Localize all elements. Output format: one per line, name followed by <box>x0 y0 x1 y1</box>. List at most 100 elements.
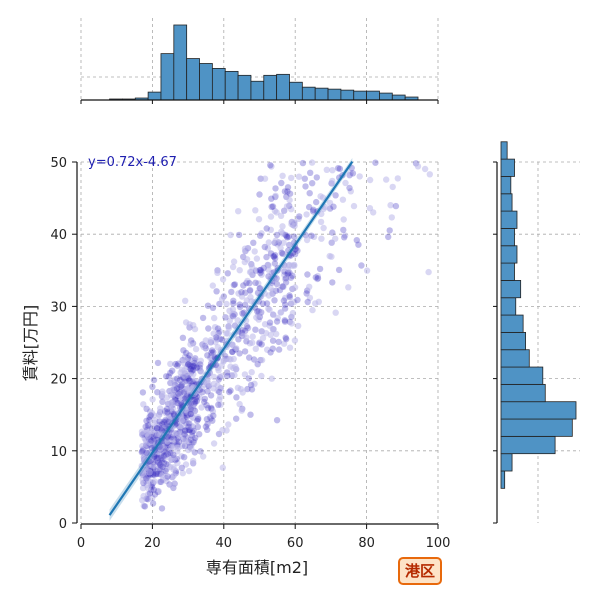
scatter-point <box>214 387 221 394</box>
scatter-point <box>256 285 263 292</box>
scatter-point <box>178 417 185 424</box>
scatter-point <box>158 454 165 461</box>
scatter-point <box>195 415 202 422</box>
scatter-point <box>168 454 176 462</box>
hist-y-bar <box>500 349 530 368</box>
scatter-point <box>143 405 150 412</box>
scatter-point <box>202 337 209 344</box>
scatter-point <box>329 229 336 236</box>
scatter-point <box>185 360 192 368</box>
scatter-point <box>150 486 157 493</box>
scatter-point <box>228 288 235 296</box>
scatter-point <box>194 417 201 424</box>
scatter-point <box>281 188 289 195</box>
scatter-point <box>278 179 285 187</box>
scatter-point <box>163 465 170 472</box>
scatter-point <box>263 300 271 307</box>
scatter-point <box>201 398 208 406</box>
scatter-point <box>178 464 185 471</box>
scatter-point <box>219 276 227 283</box>
scatter-point <box>157 445 164 452</box>
scatter-point <box>170 430 177 437</box>
scatter-point <box>314 275 321 283</box>
scatter-point <box>156 418 163 425</box>
scatter-point <box>251 248 258 255</box>
hist-x-bar <box>250 80 265 101</box>
scatter-point <box>280 283 287 290</box>
scatter-point <box>246 280 253 287</box>
scatter-point <box>140 502 147 510</box>
scatter-point <box>183 413 191 421</box>
scatter-point <box>303 290 310 297</box>
scatter-point <box>189 414 197 421</box>
y-axis-label: 賃料[万円] <box>21 305 40 382</box>
scatter-point <box>158 505 166 512</box>
scatter-point <box>313 198 320 206</box>
scatter-point <box>152 417 159 424</box>
scatter-point <box>224 330 231 337</box>
scatter-point <box>329 177 336 185</box>
scatter-point <box>302 183 309 190</box>
scatter-point <box>145 432 152 440</box>
scatter-point <box>271 297 278 304</box>
scatter-point <box>278 249 285 256</box>
scatter-point <box>238 293 246 300</box>
x-tick-label: 20 <box>144 536 161 551</box>
scatter-point <box>306 203 313 211</box>
scatter-point <box>230 297 237 304</box>
scatter-point <box>203 416 211 423</box>
hist-y-bar <box>500 158 515 177</box>
scatter-point <box>182 356 189 364</box>
scatter-point <box>177 399 185 406</box>
scatter-point <box>174 399 181 407</box>
scatter-point <box>291 251 299 258</box>
scatter-point <box>312 300 319 307</box>
scatter-point <box>426 171 433 178</box>
scatter-point <box>156 411 163 418</box>
scatter-point <box>227 356 234 363</box>
scatter-point <box>270 311 277 318</box>
scatter-point <box>241 348 249 355</box>
hist-y-bar <box>500 366 544 385</box>
scatter-point <box>342 179 349 187</box>
scatter-point <box>317 193 324 200</box>
scatter-point <box>282 334 289 341</box>
scatter-point <box>162 467 169 475</box>
scatter-point <box>289 272 296 279</box>
scatter-point <box>165 373 172 380</box>
scatter-point <box>182 297 189 304</box>
scatter-point <box>268 163 275 170</box>
scatter-point <box>178 453 185 460</box>
scatter-point <box>168 399 176 406</box>
hist-x-bar <box>160 53 175 101</box>
scatter-point <box>425 268 432 276</box>
scatter-point <box>153 470 160 477</box>
scatter-point <box>309 306 316 314</box>
scatter-point <box>222 314 229 321</box>
y-tick-label: 10 <box>50 445 67 460</box>
scatter-point <box>159 463 166 470</box>
hist-x-bar <box>301 86 316 101</box>
scatter-point <box>383 176 390 183</box>
scatter-point <box>279 283 286 290</box>
scatter-point <box>187 366 194 373</box>
axes <box>76 99 498 525</box>
scatter-point <box>167 449 174 457</box>
scatter-point <box>304 298 311 306</box>
scatter-point <box>178 382 185 389</box>
scatter-point <box>191 359 198 367</box>
scatter-point <box>215 329 222 337</box>
scatter-point <box>213 334 220 341</box>
scatter-point <box>356 173 363 180</box>
hist-y-bar <box>500 383 546 403</box>
scatter-point <box>140 448 148 456</box>
scatter-point <box>275 346 283 353</box>
scatter-point <box>265 305 272 312</box>
scatter-point <box>198 404 205 411</box>
scatter-point <box>281 317 288 324</box>
scatter-point <box>261 243 268 251</box>
scatter-point <box>258 372 265 380</box>
scatter-point <box>149 383 156 390</box>
scatter-point <box>150 376 158 384</box>
scatter-point <box>146 422 153 429</box>
